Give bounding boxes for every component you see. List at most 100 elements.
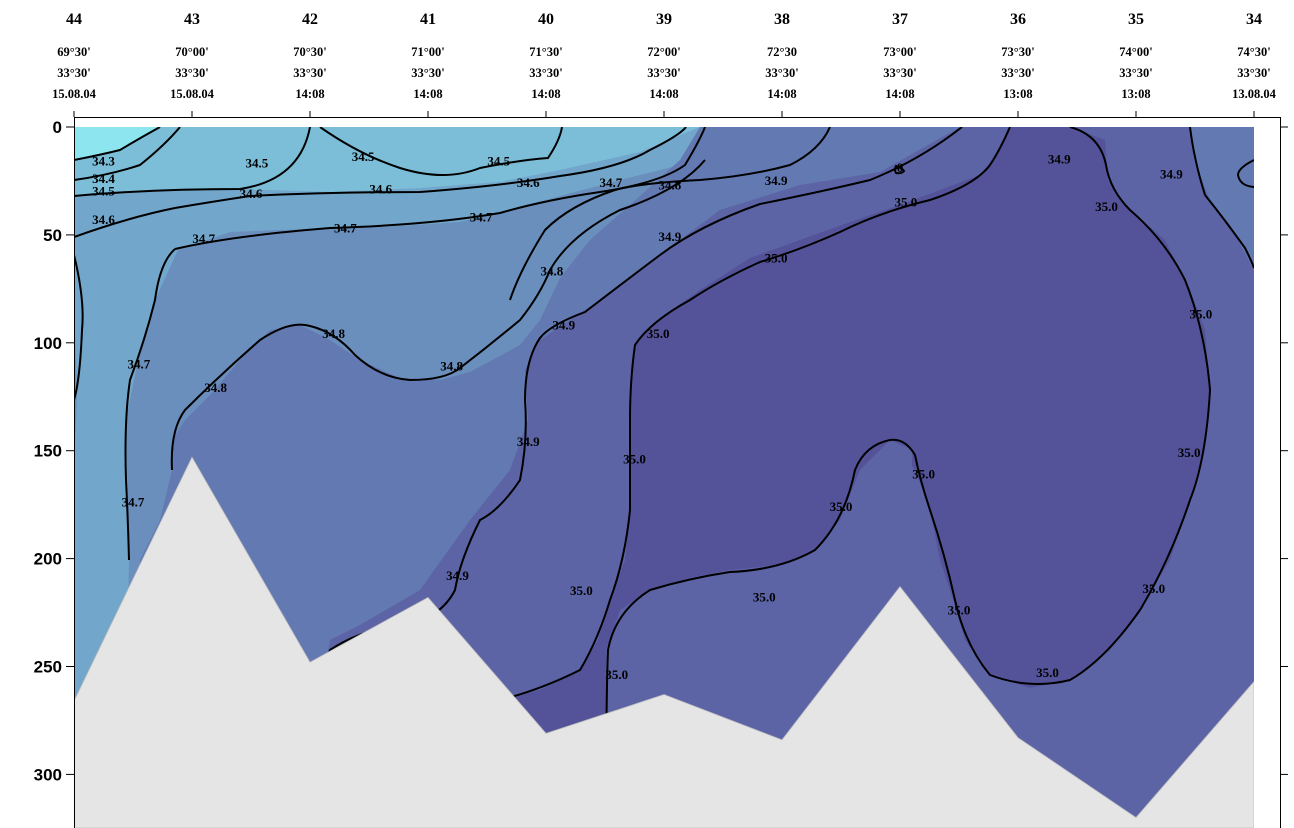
contour-label: 35.0 xyxy=(623,451,646,466)
station-latitude: 33°30' xyxy=(529,66,562,80)
station-41: 41 71°00' 33°30' 14:08 xyxy=(411,11,444,101)
station-42: 42 70°30' 33°30' 14:08 xyxy=(293,11,326,101)
contour-label: 0 xyxy=(897,160,904,175)
station-date: 14:08 xyxy=(413,87,442,101)
station-date: 15.08.04 xyxy=(52,87,97,101)
contour-34-4 xyxy=(74,127,181,181)
station-date: 14:08 xyxy=(649,87,678,101)
station-number: 38 xyxy=(774,11,790,28)
station-number: 34 xyxy=(1246,11,1262,28)
station-44: 44 69°30' 33°30' 15.08.04 xyxy=(52,11,97,101)
station-longitude: 74°30' xyxy=(1237,45,1270,59)
contour-label: 34.8 xyxy=(322,326,345,341)
station-latitude: 33°30' xyxy=(1119,66,1152,80)
station-35: 35 74°00' 33°30' 13:08 xyxy=(1119,11,1152,101)
station-latitude: 33°30' xyxy=(1237,66,1270,80)
contour-34-6 xyxy=(74,127,687,238)
station-longitude: 73°30' xyxy=(1001,45,1034,59)
contour-label: 35.0 xyxy=(1190,307,1213,322)
station-latitude: 33°30' xyxy=(765,66,798,80)
contour-label: 34.5 xyxy=(246,156,269,171)
station-number: 41 xyxy=(420,11,436,28)
y-tick-label: 100 xyxy=(34,334,62,353)
contour-label: 35.0 xyxy=(1036,665,1059,680)
contour-34-5-a xyxy=(74,127,311,197)
contour-label: 34.6 xyxy=(92,212,115,227)
station-37: 37 73°00' 33°30' 14:08 xyxy=(883,11,916,101)
band-34-6 xyxy=(74,127,750,828)
contour-35-0-main xyxy=(605,127,1212,828)
station-header: 44 69°30' 33°30' 15.08.04 43 70°00' 33°30' 15.0… xyxy=(52,11,1277,101)
contour-label: 34.7 xyxy=(470,210,493,225)
contour-label: 34.9 xyxy=(1160,166,1183,181)
contour-label: 34.7 xyxy=(122,494,145,509)
contour-label: 34.9 xyxy=(552,318,575,333)
station-43: 43 70°00' 33°30' 15.08.04 xyxy=(170,11,215,101)
contour-35-0-b xyxy=(479,127,1011,761)
station-date: 13:08 xyxy=(1121,87,1150,101)
contour-label: 34.6 xyxy=(517,175,540,190)
contour-label: 34.7 xyxy=(334,220,357,235)
station-date: 13.08.04 xyxy=(1232,87,1277,101)
band-35-0 xyxy=(480,127,1210,828)
contour-label: 34.6 xyxy=(369,182,392,197)
station-longitude: 72°00' xyxy=(647,45,680,59)
contour-34-8-bowl xyxy=(170,159,706,471)
station-latitude: 33°30' xyxy=(411,66,444,80)
contour-label: 35.0 xyxy=(1142,581,1165,596)
station-longitude: 72°30 xyxy=(767,45,797,59)
y-tick-label: 150 xyxy=(34,442,62,461)
station-longitude: 70°30' xyxy=(293,45,326,59)
contour-label: 35.0 xyxy=(912,466,935,481)
contour-label: 34.6 xyxy=(240,186,263,201)
station-number: 44 xyxy=(66,11,82,28)
station-latitude: 33°30' xyxy=(293,66,326,80)
station-latitude: 33°30' xyxy=(57,66,90,80)
station-date: 14:08 xyxy=(885,87,914,101)
plot-area: 34.334.434.534.634.534.634.534.634.534.6… xyxy=(74,127,1254,828)
contour-label: 35.0 xyxy=(1178,445,1201,460)
contour-label: 35.0 xyxy=(1095,199,1118,214)
station-40: 40 71°30' 33°30' 14:08 xyxy=(529,11,562,101)
contour-label: 34.9 xyxy=(1048,151,1071,166)
contour-label: 34.8 xyxy=(541,264,564,279)
contour-34-9-b xyxy=(1189,127,1254,269)
contour-34-9-c xyxy=(1236,159,1254,188)
fill-34-9-island xyxy=(890,440,912,470)
contour-label: 35.0 xyxy=(948,602,971,617)
station-38: 38 72°30 33°30' 14:08 xyxy=(765,11,798,101)
station-longitude: 70°00' xyxy=(175,45,208,59)
station-latitude: 33°30' xyxy=(883,66,916,80)
station-34: 34 74°30' 33°30' 13.08.04 xyxy=(1232,11,1277,101)
contour-label: 34.3 xyxy=(92,154,115,169)
contour-labels: 34.334.434.534.634.534.634.534.634.534.6… xyxy=(92,149,1212,682)
y-tick-label: 50 xyxy=(43,226,62,245)
contour-lines xyxy=(74,127,1254,828)
contour-34-5-b xyxy=(319,127,563,176)
station-39: 39 72°00' 33°30' 14:08 xyxy=(647,11,680,101)
contour-label: 35.0 xyxy=(765,251,788,266)
contour-label: 35.0 xyxy=(830,499,853,514)
contour-label: 34.9 xyxy=(659,229,682,244)
station-longitude: 74°00' xyxy=(1119,45,1152,59)
contour-34-7-left xyxy=(74,254,84,401)
contour-label: 34.8 xyxy=(204,380,227,395)
station-number: 43 xyxy=(184,11,200,28)
contour-label: 34.7 xyxy=(128,356,151,371)
station-number: 37 xyxy=(892,11,908,28)
contour-label: 34.9 xyxy=(446,568,469,583)
contour-34-7-curve xyxy=(124,248,176,561)
station-date: 15.08.04 xyxy=(170,87,215,101)
contour-label: 35.0 xyxy=(605,667,628,682)
contour-label: 35.0 xyxy=(647,326,670,341)
contour-label: 34.7 xyxy=(192,231,215,246)
contour-label: 35.0 xyxy=(753,589,776,604)
contour-label: 34.7 xyxy=(600,175,623,190)
station-latitude: 33°30' xyxy=(175,66,208,80)
station-latitude: 33°30' xyxy=(1001,66,1034,80)
contour-label: 34.9 xyxy=(765,173,788,188)
station-date: 14:08 xyxy=(531,87,560,101)
contour-34-3 xyxy=(74,127,161,161)
y-axis: 0 50 100 150 200 250 300 xyxy=(34,118,1288,784)
